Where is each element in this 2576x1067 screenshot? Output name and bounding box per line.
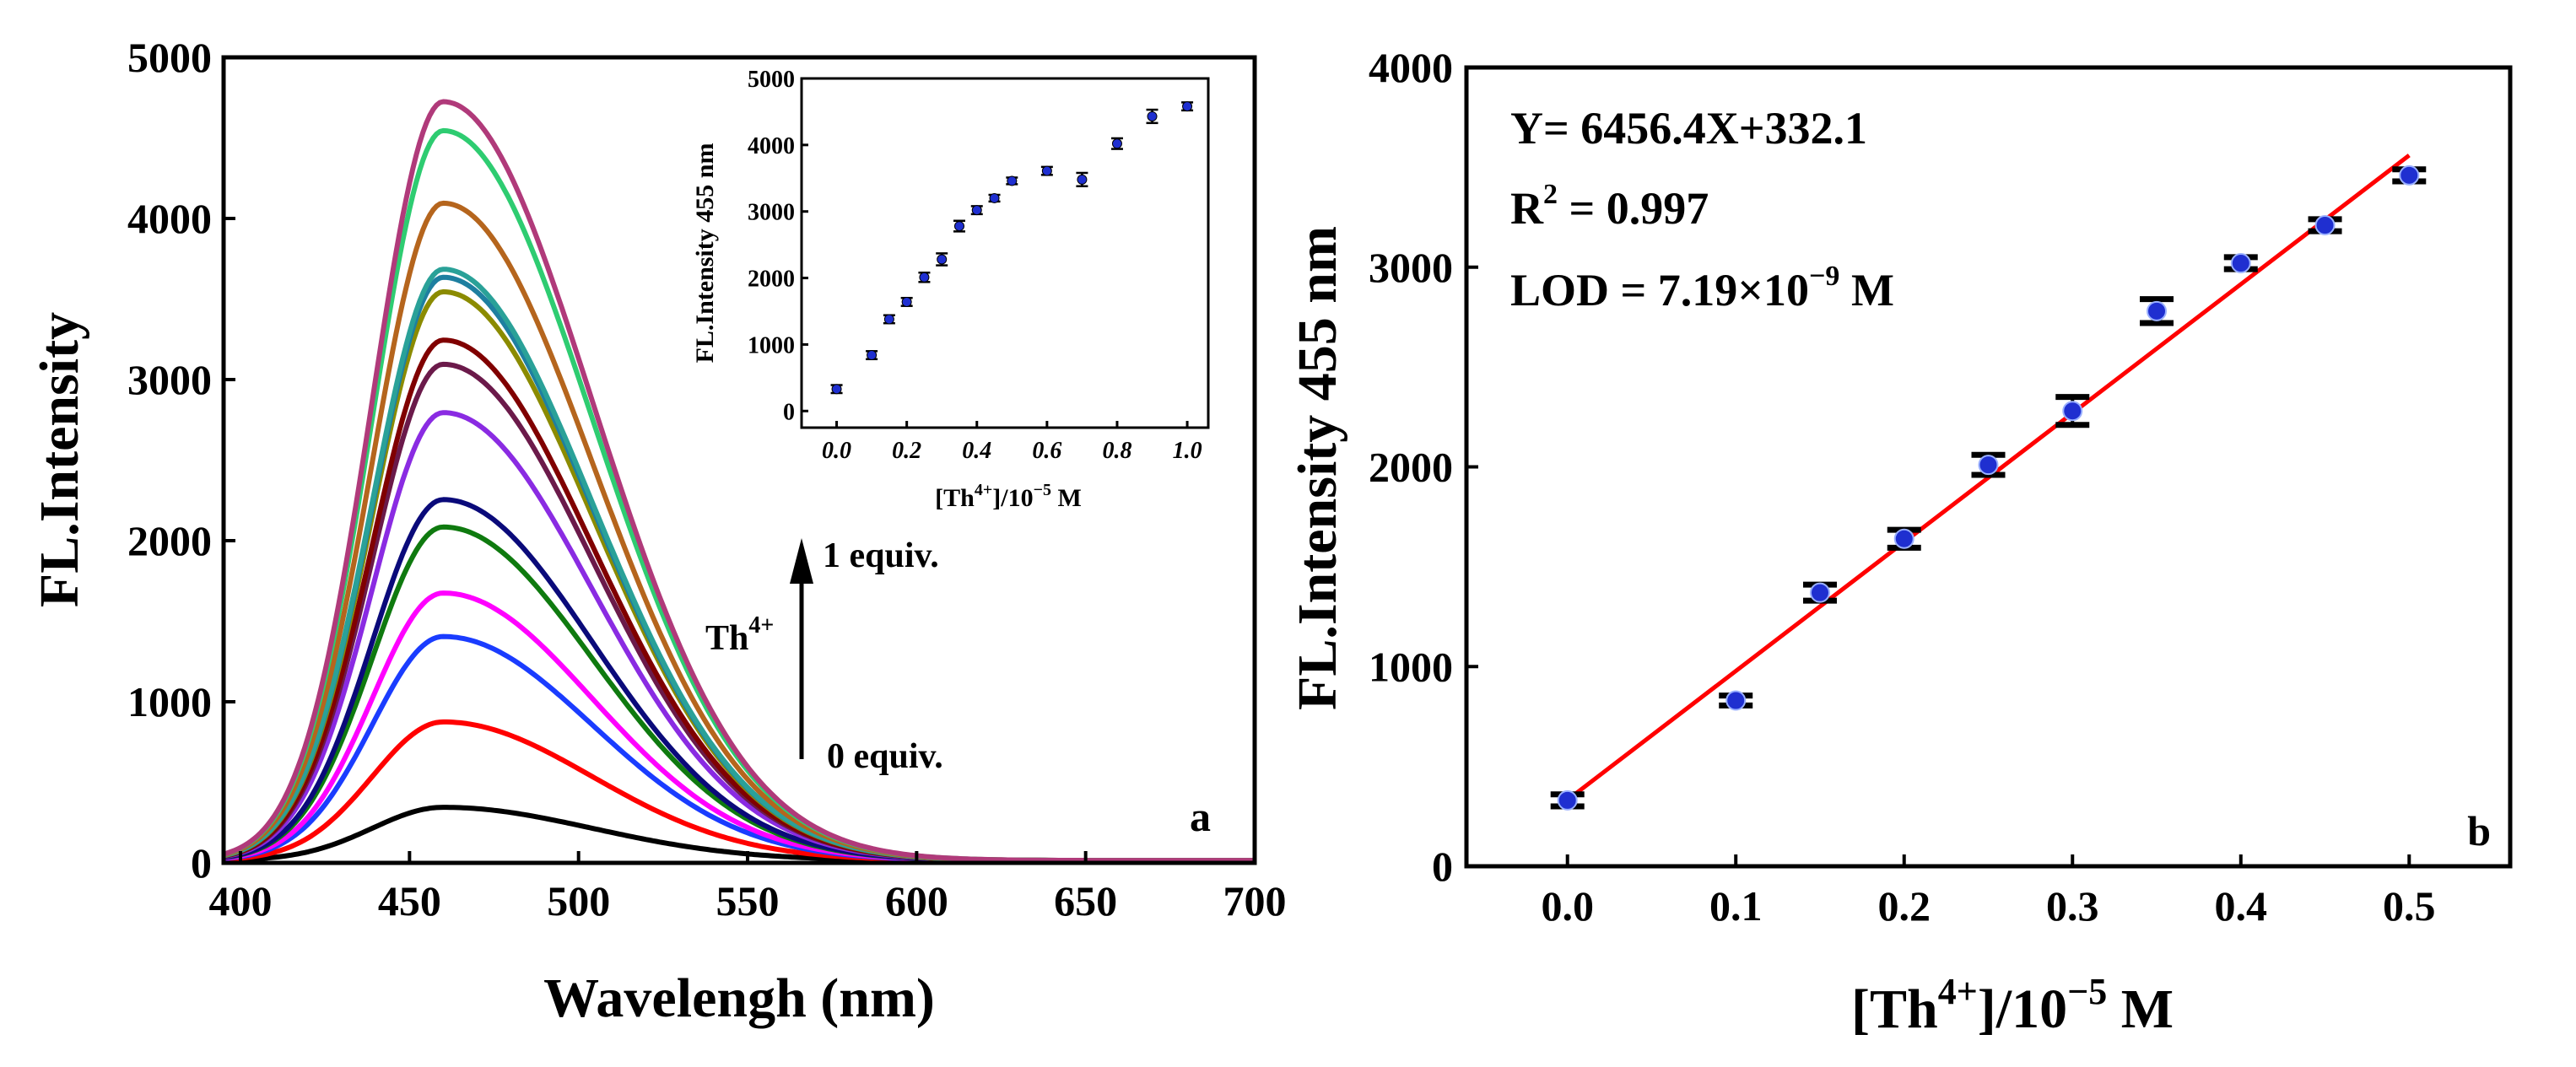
- inset-y-tick-label: 3000: [748, 200, 795, 226]
- calibration-point: [1557, 789, 1578, 811]
- calibration-y-tick-label: 1000: [1369, 643, 1453, 690]
- calibration-y-tick-label: 2000: [1369, 444, 1453, 491]
- inset-point: [1077, 174, 1088, 185]
- inset-y-tick-label: 1000: [748, 332, 795, 358]
- spectra-plot-frame: [221, 55, 1257, 865]
- inset-x-tick-label: 0.2: [892, 438, 921, 464]
- spectra-x-tick-label: 600: [885, 877, 948, 924]
- spectrum-line-14: [223, 99, 1255, 864]
- inset-point: [883, 314, 894, 325]
- inset-point: [1111, 138, 1122, 149]
- inset-x-axis-title-sup: 4+: [975, 481, 992, 499]
- inset-point: [971, 205, 982, 216]
- inset-point: [989, 192, 1000, 203]
- inset-point: [1041, 165, 1052, 176]
- calibration-y-tick-label: 4000: [1369, 44, 1453, 91]
- inset-x-axis-title: [Th4+]/10−5 M: [935, 481, 1082, 512]
- inset-point: [1007, 175, 1018, 186]
- r-squared-sup: 2: [1543, 179, 1558, 210]
- increase-arrow-head: [790, 538, 813, 584]
- calibration-y-axis-title: FL.Intensity 455 nm: [1287, 226, 1348, 710]
- inset-x-tick-label: 0.0: [822, 438, 851, 464]
- inset-point: [919, 272, 930, 283]
- calibration-x-tick-label: 0.1: [1709, 882, 1763, 930]
- spectra-x-axis-title: Wavelengh (nm): [543, 967, 935, 1029]
- calibration-points: [1550, 164, 2427, 811]
- spectra-y-tick-label: 2000: [127, 517, 212, 564]
- inset-point: [937, 254, 948, 265]
- inset-y-axis-title: FL.Intensity 455 nm: [691, 143, 719, 364]
- inset-point: [901, 296, 912, 307]
- lod-sup: −9: [1809, 261, 1839, 292]
- calibration-point: [2147, 300, 2168, 321]
- inset-plot-frame: [800, 77, 1210, 429]
- panel-a-letter: a: [1190, 793, 1211, 840]
- inset-x-tick-label: 0.8: [1102, 438, 1131, 464]
- inset-point: [1182, 101, 1193, 112]
- inset-y-tick-label: 5000: [748, 67, 795, 93]
- spectra-panel: 400 450 500 550 600 650 700 0 1000 2000 3000 4000 50…: [29, 34, 1287, 1029]
- calibration-point: [2062, 401, 2083, 422]
- spectra-x-tick-label: 450: [378, 877, 441, 924]
- inset-chart: 0.0 0.2 0.4 0.6 0.8 1.0010002000300040005000 …: [691, 67, 1210, 512]
- calibration-y-tick-label: 0: [1432, 843, 1453, 890]
- calibration-point: [1809, 582, 1830, 603]
- lod-line: LOD = 7.19×10−9 M: [1510, 261, 1894, 315]
- inset-point: [831, 384, 842, 395]
- inset-point: [1147, 110, 1158, 121]
- spectra-x-tick-label: 500: [547, 877, 610, 924]
- spectra-y-tick-label: 5000: [127, 34, 212, 81]
- th-ion-label-sup: 4+: [748, 612, 774, 639]
- inset-x-tick-label: 0.6: [1032, 438, 1061, 464]
- r-squared-line: R2 = 0.997: [1510, 179, 1709, 234]
- spectra-x-tick-label: 700: [1223, 877, 1287, 924]
- calibration-axis-ticks: 0.0 0.1 0.2 0.3 0.4 0.5 0 1000 2000 3000 4000: [1369, 44, 2436, 930]
- inset-points: [830, 101, 1194, 395]
- calibration-point: [2230, 253, 2251, 274]
- high-equiv-label: 1 equiv.: [823, 536, 939, 575]
- inset-y-tick-label: 4000: [748, 133, 795, 159]
- calibration-point: [1725, 690, 1747, 711]
- calibration-x-tick-label: 0.3: [2046, 882, 2099, 930]
- inset-point: [953, 221, 964, 232]
- inset-axis-ticks: 0.0 0.2 0.4 0.6 0.8 1.0 0 1000 2000 3000 4000 5000: [748, 67, 1202, 464]
- inset-y-tick-label: 2000: [748, 267, 795, 293]
- spectra-y-tick-label: 4000: [127, 195, 212, 242]
- calibration-point: [1893, 528, 1914, 549]
- spectra-y-tick-label: 3000: [127, 356, 212, 403]
- inset-x-tick-label: 0.4: [962, 438, 991, 464]
- inset-point: [867, 350, 878, 361]
- calibration-panel: 0.0 0.1 0.2 0.3 0.4 0.5 0 1000 2000 3000 4000 [Th4…: [1287, 44, 2513, 1040]
- low-equiv-label: 0 equiv.: [827, 737, 943, 776]
- spectra-x-tick-label: 400: [209, 877, 273, 924]
- calibration-x-tick-label: 0.2: [1877, 882, 1931, 930]
- calibration-point: [2314, 215, 2336, 236]
- spectra-curves: [223, 99, 1255, 864]
- calibration-x-tick-label: 0.4: [2215, 882, 2268, 930]
- calibration-y-tick-label: 3000: [1369, 244, 1453, 291]
- calibration-point: [2399, 164, 2420, 186]
- inset-x-axis-title-exp: −5: [1034, 481, 1051, 499]
- th-ion-label: Th4+: [705, 612, 774, 658]
- panel-b-letter: b: [2467, 807, 2491, 854]
- spectra-y-tick-label: 1000: [127, 678, 212, 725]
- spectra-y-tick-label: 0: [191, 839, 212, 886]
- spectra-y-axis-title: FL.Intensity: [29, 312, 90, 607]
- inset-x-tick-label: 1.0: [1173, 438, 1202, 464]
- calibration-point: [1978, 455, 1999, 476]
- calibration-x-tick-label: 0.5: [2383, 882, 2436, 930]
- spectra-axis-ticks: 400 450 500 550 600 650 700 0 1000 2000 3000 4000 50…: [127, 34, 1287, 924]
- calibration-x-axis-title: [Th4+]/10−5 M: [1851, 971, 2174, 1040]
- spectra-x-tick-label: 550: [716, 877, 780, 924]
- calibration-x-axis-title-exp: −5: [2067, 971, 2107, 1012]
- calibration-x-axis-title-sup: 4+: [1938, 971, 1978, 1012]
- calibration-x-tick-label: 0.0: [1541, 882, 1594, 930]
- inset-y-tick-label: 0: [783, 399, 795, 425]
- spectra-x-tick-label: 650: [1054, 877, 1117, 924]
- equation-line: Y= 6456.4X+332.1: [1510, 103, 1867, 154]
